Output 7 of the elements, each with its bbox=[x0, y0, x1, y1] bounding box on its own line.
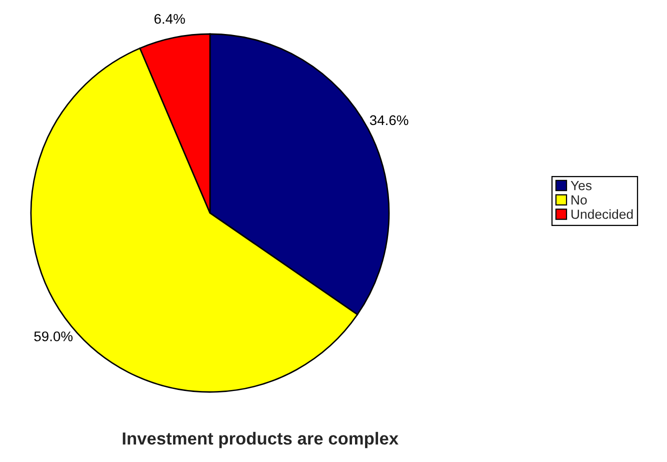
text: Investment products are complex bbox=[122, 432, 398, 448]
legend-label: No bbox=[572, 195, 587, 205]
legend-label: Yes bbox=[570, 181, 592, 190]
data-label: 59.0% bbox=[34, 331, 73, 342]
data-label: 6.4% bbox=[154, 14, 185, 24]
legend-label: Undecided bbox=[571, 209, 633, 219]
data-label: 34.6% bbox=[370, 115, 408, 126]
